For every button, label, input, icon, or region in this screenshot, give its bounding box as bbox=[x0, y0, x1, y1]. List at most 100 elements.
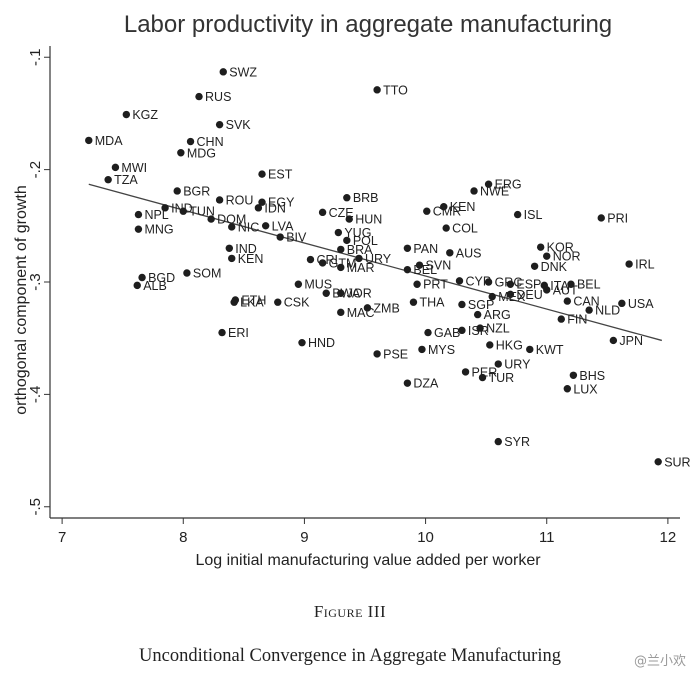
point-label: ZMB bbox=[373, 301, 399, 315]
point-label: HKG bbox=[496, 338, 523, 352]
data-point bbox=[526, 345, 534, 354]
data-point bbox=[461, 368, 470, 376]
data-point bbox=[470, 187, 478, 195]
data-point bbox=[418, 345, 426, 354]
point-label: SYR bbox=[504, 435, 530, 449]
data-point bbox=[446, 249, 454, 257]
data-point bbox=[355, 254, 363, 263]
point-label: ITA bbox=[550, 279, 569, 293]
data-point bbox=[530, 262, 539, 270]
data-point bbox=[179, 207, 187, 215]
data-point bbox=[403, 265, 412, 274]
point-label: IND bbox=[235, 242, 257, 256]
point-label: BEL bbox=[413, 263, 437, 277]
data-point bbox=[506, 280, 515, 288]
point-label: KWT bbox=[536, 343, 564, 357]
data-point bbox=[228, 223, 236, 231]
data-point bbox=[563, 385, 572, 393]
x-tick-label: 8 bbox=[179, 529, 187, 546]
data-point bbox=[254, 204, 263, 212]
data-point bbox=[440, 203, 448, 211]
data-point bbox=[484, 180, 493, 188]
point-label: ERG bbox=[495, 178, 522, 192]
data-point bbox=[134, 210, 143, 219]
data-point bbox=[486, 341, 494, 349]
data-point bbox=[85, 136, 93, 145]
data-point bbox=[543, 286, 551, 294]
y-tick-label: -.2 bbox=[27, 161, 44, 179]
point-label: TUR bbox=[489, 371, 515, 385]
point-label: NLD bbox=[595, 304, 620, 318]
point-label: BRA bbox=[347, 243, 373, 257]
point-label: BIV bbox=[286, 231, 307, 245]
point-label: GTM bbox=[329, 256, 357, 270]
y-tick-label: -.1 bbox=[27, 48, 44, 66]
data-point bbox=[337, 308, 345, 317]
data-point bbox=[409, 298, 418, 306]
point-label: EST bbox=[268, 168, 293, 182]
point-label: MDG bbox=[187, 146, 216, 160]
point-label: ERI bbox=[228, 326, 249, 340]
point-label: DEU bbox=[516, 288, 542, 302]
point-label: KGZ bbox=[132, 108, 158, 122]
point-label: HND bbox=[308, 336, 335, 350]
data-point bbox=[228, 254, 236, 263]
data-point bbox=[618, 299, 626, 308]
data-point bbox=[261, 222, 270, 230]
point-label: BGR bbox=[183, 184, 210, 198]
x-axis-label: Log initial manufacturing value added pe… bbox=[195, 552, 541, 569]
point-label: TUN bbox=[189, 205, 215, 219]
data-point bbox=[494, 360, 502, 368]
point-label: MAR bbox=[347, 261, 375, 275]
point-label: NOR bbox=[553, 250, 581, 264]
data-point bbox=[363, 304, 372, 312]
data-point bbox=[294, 280, 303, 288]
point-label: ETH bbox=[241, 293, 266, 307]
point-label: BRB bbox=[353, 191, 379, 205]
point-label: ARG bbox=[484, 308, 511, 322]
data-point bbox=[415, 261, 424, 269]
point-label: CMR bbox=[433, 205, 461, 219]
point-label: EGY bbox=[268, 196, 295, 210]
point-label: GAB bbox=[434, 326, 460, 340]
point-label: NWE bbox=[480, 184, 509, 198]
chart-title: Labor productivity in aggregate manufact… bbox=[124, 11, 612, 38]
point-label: SOM bbox=[193, 267, 221, 281]
plot-area: 7 8 9 10 11 12 -.1 -.2 -.3 -.4 -.5 SWZ TTO RUS KGZ SVK M… bbox=[27, 46, 691, 546]
data-point bbox=[258, 170, 266, 178]
point-label: COL bbox=[452, 222, 478, 236]
y-tick-label: -.5 bbox=[27, 498, 44, 516]
point-label: HUN bbox=[355, 213, 382, 227]
point-label: ISL bbox=[524, 208, 543, 222]
data-point bbox=[585, 306, 593, 314]
data-point bbox=[343, 194, 351, 202]
data-point bbox=[274, 298, 282, 306]
point-label: CAN bbox=[573, 295, 599, 309]
data-point bbox=[318, 208, 327, 217]
data-point bbox=[322, 289, 330, 297]
data-point bbox=[337, 245, 345, 254]
data-point bbox=[186, 137, 195, 146]
point-label: YUG bbox=[344, 226, 371, 240]
point-label: ROU bbox=[226, 193, 254, 207]
data-point bbox=[177, 149, 185, 157]
point-label: THA bbox=[419, 296, 445, 310]
point-label: NIC bbox=[238, 220, 260, 234]
point-label: MNG bbox=[144, 223, 173, 237]
data-point bbox=[488, 292, 496, 301]
point-label: LVA bbox=[272, 219, 294, 233]
point-label: SWZ bbox=[229, 65, 257, 79]
point-label: CYP bbox=[466, 274, 492, 288]
point-label: ESP bbox=[516, 278, 541, 292]
x-tick-label: 9 bbox=[300, 529, 308, 546]
point-label: PSE bbox=[383, 347, 408, 361]
data-point bbox=[476, 324, 484, 332]
point-label: BGD bbox=[148, 271, 175, 285]
point-label: URY bbox=[365, 252, 392, 266]
x-tick-label: 7 bbox=[58, 529, 66, 546]
data-point bbox=[334, 228, 343, 237]
point-label: ALB bbox=[143, 279, 167, 293]
point-label: MAC bbox=[347, 306, 375, 320]
data-point bbox=[442, 224, 450, 232]
data-point bbox=[337, 263, 345, 272]
